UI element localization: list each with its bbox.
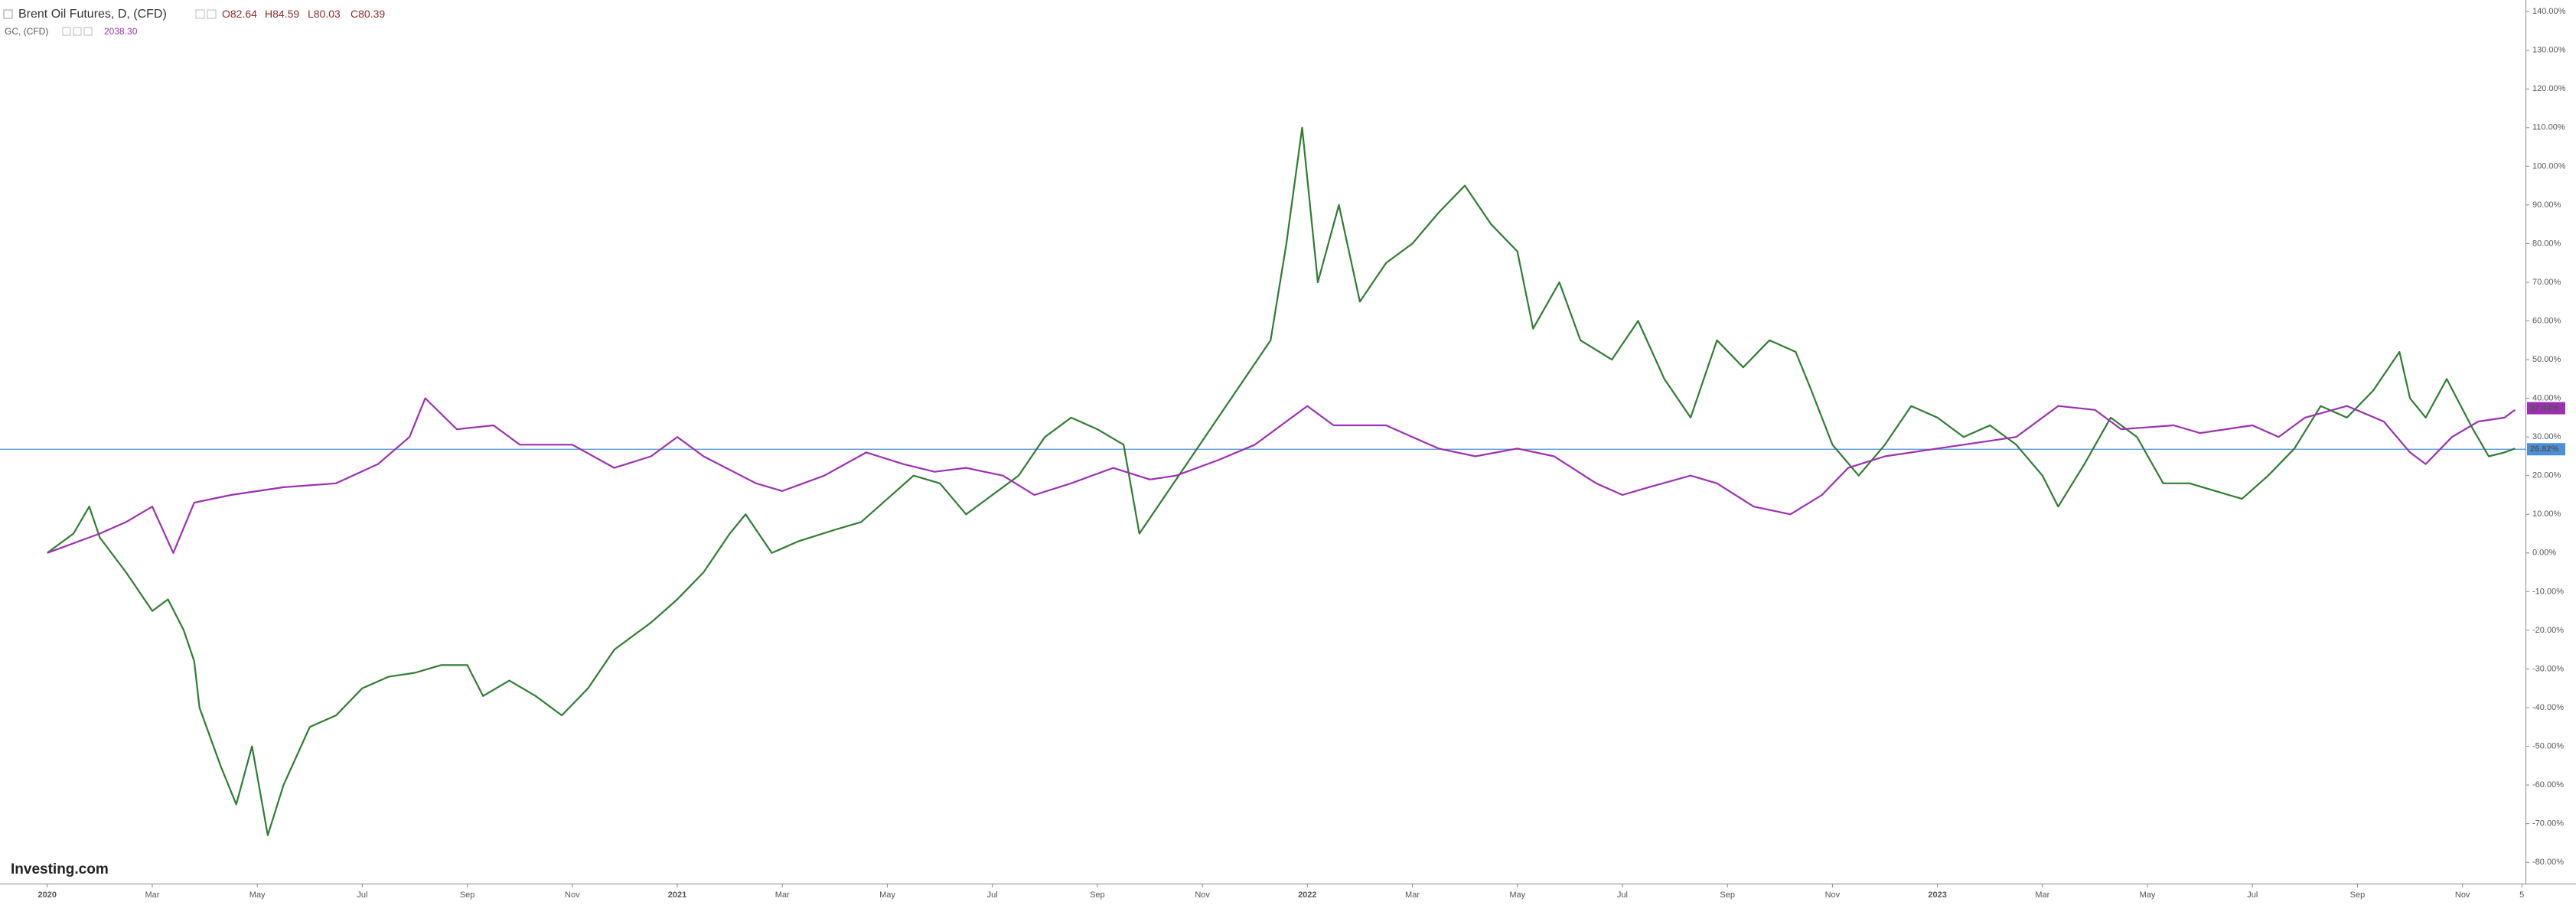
x-tick-label: Mar <box>1405 890 1420 900</box>
ohlc-values: O82.64 H84.59 L80.03 C80.39 <box>222 8 385 20</box>
y-tick-label: 30.00% <box>2532 432 2561 441</box>
price-badge <box>2527 443 2565 456</box>
y-tick-label: 130.00% <box>2532 46 2566 55</box>
y-tick-label: 40.00% <box>2532 394 2561 403</box>
x-tick-label: May <box>249 890 266 900</box>
x-tick-label: 5 <box>2519 890 2524 900</box>
x-tick-label: Jul <box>987 890 998 900</box>
series-line <box>47 397 2516 554</box>
y-tick-label: -30.00% <box>2532 664 2564 673</box>
x-tick-label: May <box>2140 890 2156 900</box>
icon[interactable] <box>83 27 93 36</box>
y-tick-label: 100.00% <box>2532 161 2566 171</box>
price-badge-label: 37.44% <box>2530 403 2559 412</box>
x-tick-label: May <box>1509 890 1525 900</box>
x-tick-label: 2021 <box>668 890 686 900</box>
ohlc-value: C80.39 <box>351 8 385 20</box>
x-tick-label: Sep <box>460 890 475 900</box>
compare-title: GC, (CFD) <box>5 26 48 37</box>
icon <box>195 9 205 19</box>
y-tick-label: 80.00% <box>2532 239 2561 248</box>
price-badge-label: 26.82% <box>2530 444 2559 454</box>
y-tick-label: -70.00% <box>2532 819 2564 828</box>
x-tick-label: Nov <box>1825 890 1841 900</box>
y-tick-label: -40.00% <box>2532 703 2564 712</box>
collapse-icon[interactable] <box>3 9 13 19</box>
x-tick-label: 2020 <box>38 890 57 900</box>
chart-title: Brent Oil Futures, D, (CFD) <box>18 8 167 21</box>
y-tick-label: -50.00% <box>2532 741 2564 750</box>
x-tick-label: Sep <box>1720 890 1735 900</box>
y-tick-label: -80.00% <box>2532 858 2564 867</box>
x-tick-label: 2023 <box>1928 890 1946 900</box>
x-tick-label: Jul <box>2247 890 2258 900</box>
x-tick-label: Jul <box>357 890 367 900</box>
x-tick-label: Jul <box>1617 890 1628 900</box>
x-tick-label: Sep <box>1090 890 1105 900</box>
y-tick-label: -20.00% <box>2532 626 2564 635</box>
x-tick-label: Nov <box>2455 890 2470 900</box>
x-tick-label: Mar <box>2035 890 2049 900</box>
series-line <box>47 126 2516 836</box>
price-badge <box>2527 402 2565 415</box>
y-tick-label: 90.00% <box>2532 200 2561 210</box>
y-tick-label: 60.00% <box>2532 316 2561 325</box>
y-tick-label: -10.00% <box>2532 587 2564 596</box>
icon <box>207 9 217 19</box>
y-tick-label: 0.00% <box>2532 549 2556 558</box>
compare-value: 2038.30 <box>104 26 138 37</box>
x-tick-label: Mar <box>775 890 790 900</box>
ohlc-value: L80.03 <box>308 8 341 20</box>
x-tick-label: Nov <box>1195 890 1210 900</box>
ohlc-value: H84.59 <box>265 8 299 20</box>
x-tick-label: 2022 <box>1298 890 1316 900</box>
y-tick-label: 10.00% <box>2532 509 2561 519</box>
icon[interactable] <box>62 27 71 36</box>
y-tick-label: 50.00% <box>2532 355 2561 364</box>
y-tick-label: 110.00% <box>2532 123 2565 132</box>
y-tick-label: 20.00% <box>2532 471 2561 480</box>
ohlc-value: O82.64 <box>222 8 257 20</box>
y-tick-label: 140.00% <box>2532 7 2566 16</box>
x-tick-label: May <box>879 890 895 900</box>
y-tick-label: 70.00% <box>2532 278 2561 287</box>
x-tick-label: Sep <box>2350 890 2366 900</box>
x-tick-label: Mar <box>145 890 159 900</box>
y-tick-label: -60.00% <box>2532 780 2564 789</box>
x-tick-label: Nov <box>565 890 580 900</box>
logo: Investing.com <box>11 861 109 877</box>
icon[interactable] <box>73 27 82 36</box>
y-tick-label: 120.00% <box>2532 84 2566 93</box>
